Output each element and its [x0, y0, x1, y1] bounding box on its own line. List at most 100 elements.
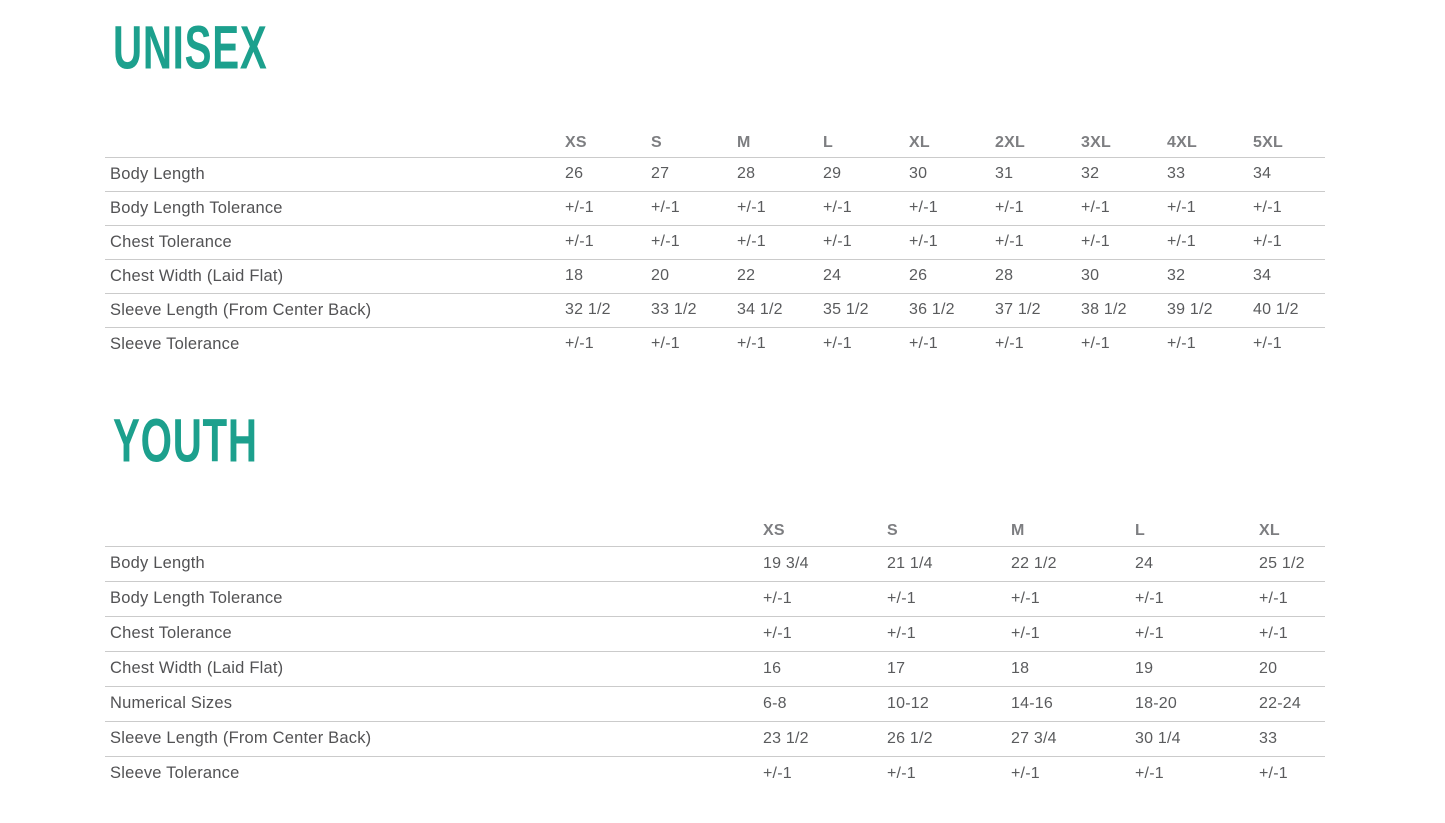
measurement-value: +/-1: [995, 233, 1024, 250]
youth-size-table: XS S M L XL Body Length 19 3/4 21 1/4 22 1/2 24 2…: [105, 516, 1325, 791]
size-column-header: 3XL: [1081, 133, 1111, 151]
measurement-value: +/-1: [1011, 764, 1040, 782]
measurement-value: 20: [1259, 659, 1278, 677]
measurement-label: Chest Tolerance: [110, 624, 232, 642]
measurement-row: Body Length 26 27 28 29 30 31 32 33 34: [105, 157, 1325, 191]
measurement-value: 16: [763, 659, 782, 677]
measurement-value: 18: [565, 267, 584, 284]
size-column-header: 2XL: [995, 133, 1025, 151]
measurement-value: +/-1: [823, 199, 852, 216]
measurement-value: +/-1: [1167, 199, 1196, 216]
measurement-value: 35 1/2: [823, 301, 869, 318]
measurement-value: 22 1/2: [1011, 554, 1057, 572]
measurement-value: 36 1/2: [909, 301, 955, 318]
measurement-value: +/-1: [1253, 233, 1282, 250]
measurement-row: Chest Width (Laid Flat) 18 20 22 24 26 28 30 32 3…: [105, 259, 1325, 293]
measurement-value: 18-20: [1135, 694, 1177, 712]
measurement-value: 34: [1253, 267, 1272, 284]
measurement-value: 32: [1081, 165, 1100, 182]
size-column-header: M: [737, 133, 751, 151]
measurement-value: +/-1: [1259, 589, 1288, 607]
unisex-section-title: UNISEX: [113, 12, 268, 82]
measurement-value: +/-1: [651, 233, 680, 250]
measurement-value: 33: [1259, 729, 1278, 747]
size-header-row: XS S M L XL: [105, 516, 1325, 546]
measurement-row: Sleeve Length (From Center Back) 23 1/2 26…: [105, 721, 1325, 756]
measurement-value: 37 1/2: [995, 301, 1041, 318]
measurement-row: Chest Width (Laid Flat) 16 17 18 19 20: [105, 651, 1325, 686]
measurement-value: 30 1/4: [1135, 729, 1181, 747]
size-column-header: XL: [909, 133, 930, 151]
measurement-value: 33: [1167, 165, 1186, 182]
measurement-row: Chest Tolerance +/-1 +/-1 +/-1 +/-1 +/-1 +/-1 +…: [105, 225, 1325, 259]
measurement-label: Body Length: [110, 164, 205, 183]
size-column-header: 4XL: [1167, 133, 1197, 151]
measurement-label: Sleeve Length (From Center Back): [110, 300, 372, 319]
measurement-value: +/-1: [1259, 624, 1288, 642]
size-column-header: XS: [763, 521, 785, 539]
measurement-value: +/-1: [887, 764, 916, 782]
measurement-value: +/-1: [565, 335, 594, 353]
measurement-value: +/-1: [1253, 335, 1282, 353]
measurement-label: Chest Width (Laid Flat): [110, 266, 284, 285]
unisex-size-table: XS S M L XL 2XL 3XL 4XL 5XL Body Length 26 27 28 29 3…: [105, 129, 1325, 361]
measurement-value: 18: [1011, 659, 1030, 677]
measurement-value: 40 1/2: [1253, 301, 1299, 318]
measurement-value: 29: [823, 165, 842, 182]
measurement-value: 24: [1135, 554, 1154, 572]
measurement-value: 26: [565, 165, 584, 182]
measurement-value: 6-8: [763, 694, 787, 712]
measurement-value: 23 1/2: [763, 729, 809, 747]
measurement-value: 24: [823, 267, 842, 284]
size-column-header: 5XL: [1253, 133, 1283, 151]
measurement-value: +/-1: [763, 589, 792, 607]
measurement-value: 34 1/2: [737, 301, 783, 318]
measurement-value: 22: [737, 267, 756, 284]
measurement-label: Body Length Tolerance: [110, 589, 283, 607]
measurement-row: Sleeve Tolerance +/-1 +/-1 +/-1 +/-1 +/-1: [105, 756, 1325, 791]
measurement-label: Chest Tolerance: [110, 232, 232, 251]
measurement-value: +/-1: [565, 233, 594, 250]
measurement-value: +/-1: [1167, 233, 1196, 250]
measurement-value: 19: [1135, 659, 1154, 677]
measurement-value: 28: [737, 165, 756, 182]
measurement-value: +/-1: [909, 335, 938, 353]
measurement-value: +/-1: [995, 199, 1024, 216]
measurement-value: +/-1: [737, 233, 766, 250]
measurement-value: 26: [909, 267, 928, 284]
measurement-value: +/-1: [1081, 335, 1110, 353]
measurement-value: +/-1: [651, 199, 680, 216]
size-header-row: XS S M L XL 2XL 3XL 4XL 5XL: [105, 129, 1325, 157]
size-column-header: XS: [565, 133, 587, 151]
measurement-value: 28: [995, 267, 1014, 284]
size-column-header: L: [823, 133, 833, 151]
measurement-value: +/-1: [737, 335, 766, 353]
measurement-value: +/-1: [909, 199, 938, 216]
measurement-value: +/-1: [737, 199, 766, 216]
measurement-value: 21 1/4: [887, 554, 933, 572]
measurement-label: Chest Width (Laid Flat): [110, 659, 284, 677]
measurement-value: +/-1: [1081, 233, 1110, 250]
measurement-value: +/-1: [887, 589, 916, 607]
measurement-label: Sleeve Length (From Center Back): [110, 729, 372, 747]
measurement-row: Body Length Tolerance +/-1 +/-1 +/-1 +/-1 +/-…: [105, 191, 1325, 225]
corner-cell: [105, 516, 763, 546]
measurement-value: 30: [1081, 267, 1100, 284]
measurement-value: 31: [995, 165, 1014, 182]
measurement-row: Chest Tolerance +/-1 +/-1 +/-1 +/-1 +/-1: [105, 616, 1325, 651]
size-column-header: XL: [1259, 521, 1280, 539]
measurement-value: 26 1/2: [887, 729, 933, 747]
measurement-value: 27: [651, 165, 670, 182]
measurement-row: Numerical Sizes 6-8 10-12 14-16 18-20 22-24: [105, 686, 1325, 721]
measurement-value: +/-1: [1135, 764, 1164, 782]
size-column-header: M: [1011, 521, 1025, 539]
size-column-header: S: [887, 521, 898, 539]
measurement-value: +/-1: [1253, 199, 1282, 216]
measurement-value: 27 3/4: [1011, 729, 1057, 747]
measurement-value: +/-1: [823, 233, 852, 250]
measurement-value: 32 1/2: [565, 301, 611, 318]
measurement-value: +/-1: [887, 624, 916, 642]
measurement-value: 14-16: [1011, 694, 1053, 712]
measurement-label: Sleeve Tolerance: [110, 334, 240, 353]
